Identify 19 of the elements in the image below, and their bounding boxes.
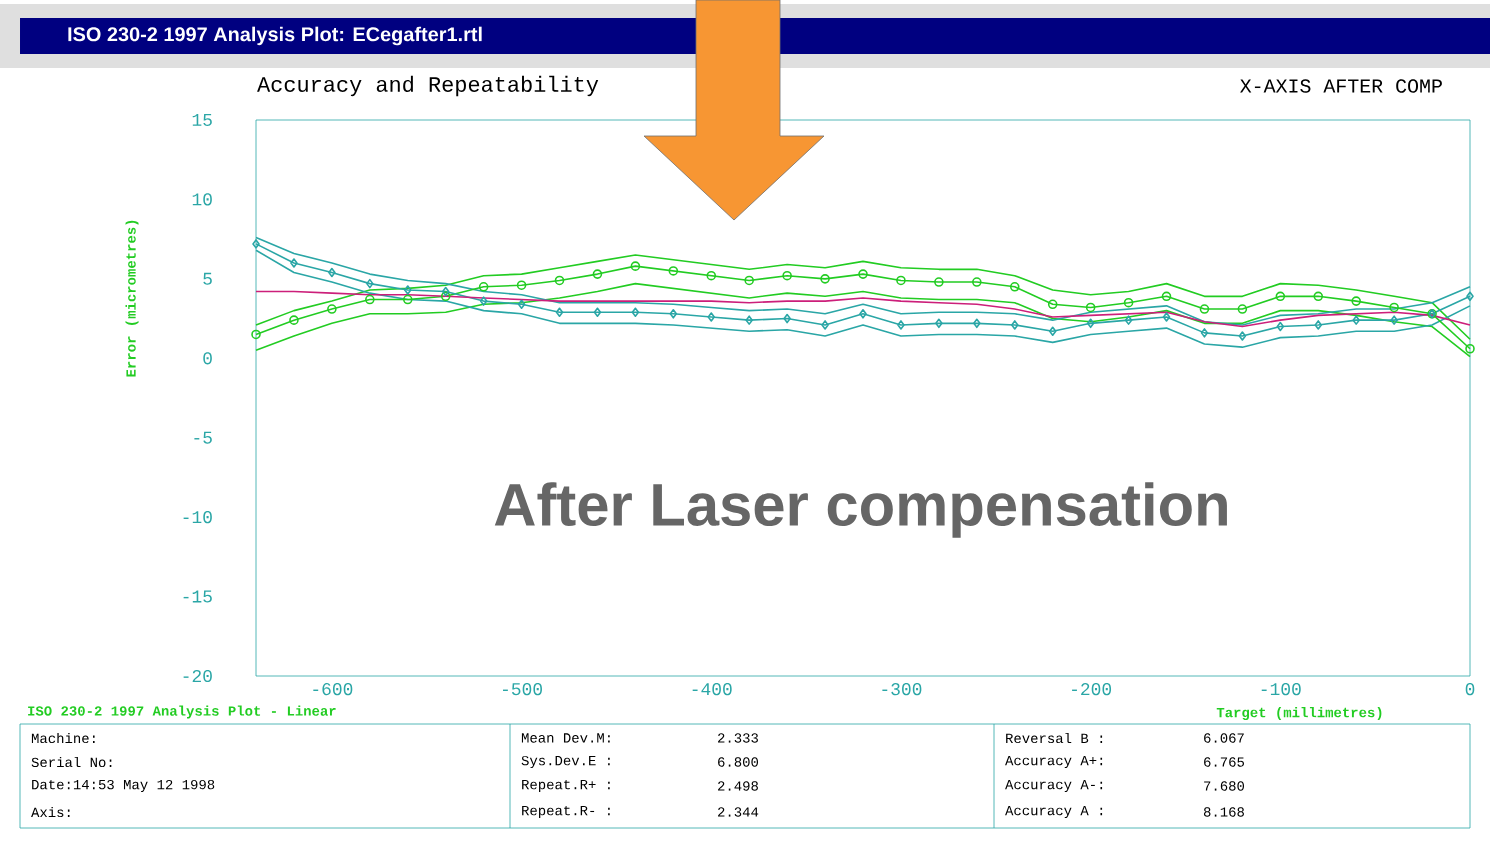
y-tick-label: -5 [194,431,212,444]
chart-title: ISO 230-2 1997 Analysis Plot: ECegafter1.rtl [68,26,482,46]
y-tick-label: -10 [183,511,212,524]
y-tick-label: -20 [183,669,212,683]
y-tick-label: 0 [203,352,212,365]
chart-subtitle: Accuracy and Repeatability [257,75,599,97]
x-tick-label: -400 [692,683,732,696]
annotation: After Laser compensation [494,482,1227,538]
x-tick-label: -100 [1261,683,1301,696]
y-tick-label: 15 [192,114,212,126]
text: X-AXIS AFTER COMP [1240,79,1442,93]
x-tick-label: -300 [882,683,922,696]
x-tick-label: -500 [502,683,542,696]
x-tick-label: 0 [1465,683,1475,696]
y-tick-label: 5 [203,272,212,285]
y-tick-label: 10 [192,193,212,206]
x-tick-label: -600 [313,683,353,696]
y-tick-label: -15 [183,590,212,603]
x-tick-label: -200 [1072,683,1112,696]
